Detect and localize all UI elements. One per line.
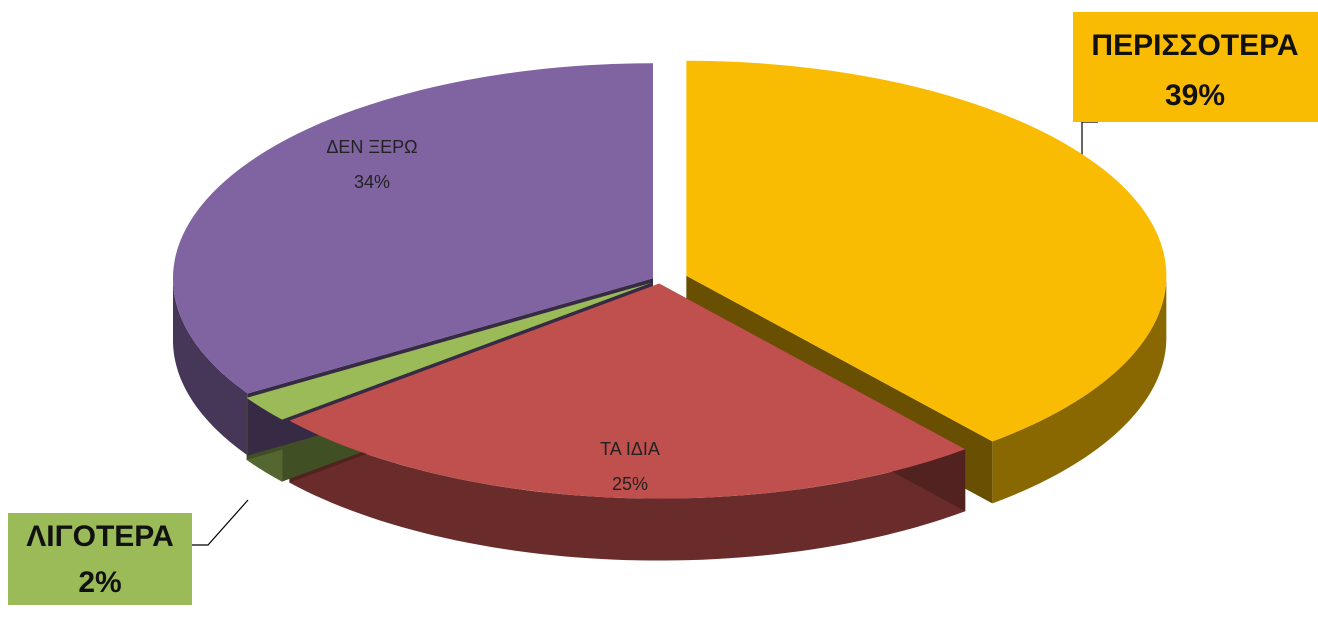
category-label: ΛΙΓΟΤΕΡΑ [26,520,174,553]
slice-wall [289,420,966,561]
value-label: 2% [78,566,121,599]
slice-tops [172,60,1167,499]
pie-slice [246,282,652,420]
value-label: 25% [612,474,648,494]
pie-slice [172,63,653,394]
category-label: ΔΕΝ ΞΕΡΩ [326,137,417,157]
value-label: 39% [1165,79,1225,112]
value-label: 34% [354,172,390,192]
pie-slice [289,283,966,499]
leader-line [192,499,249,546]
label-box [8,513,192,605]
pie-slice [686,60,1167,442]
category-label: ΠΕΡΙΣΣΟΤΕΡΑ [1091,29,1298,62]
category-label: ΤΑ ΙΔΙΑ [600,439,660,459]
slice-wall [172,278,248,456]
slice-wall [992,275,1167,504]
label-box [1073,12,1318,122]
